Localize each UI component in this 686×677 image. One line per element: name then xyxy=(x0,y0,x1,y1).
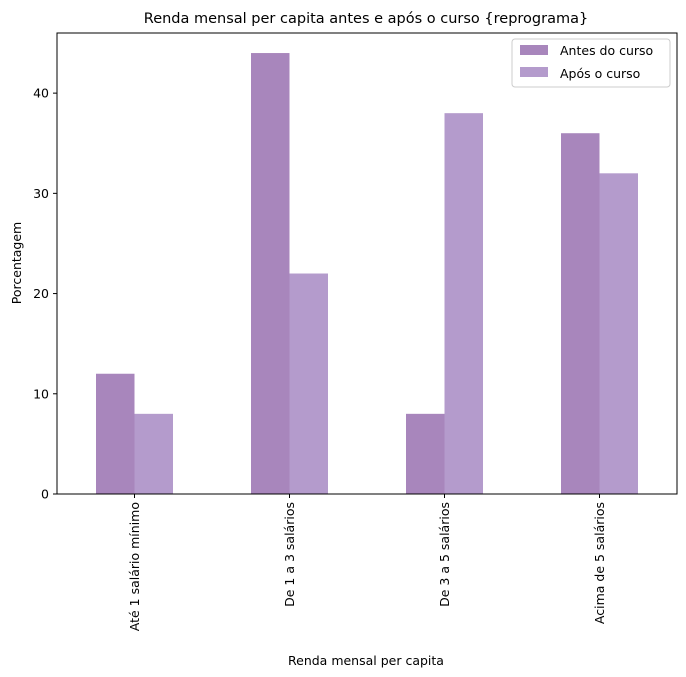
bars-group xyxy=(96,53,638,494)
legend-box xyxy=(511,38,671,88)
x-tick-label: Acima de 5 salários xyxy=(592,502,607,624)
chart-title: Renda mensal per capita antes e após o c… xyxy=(144,11,588,27)
legend-label-antes: Antes do curso xyxy=(560,43,653,58)
x-tick-label: De 3 a 5 salários xyxy=(437,502,452,607)
bar-apos-2 xyxy=(444,113,483,494)
bar-antes-0 xyxy=(96,373,135,494)
bar-apos-1 xyxy=(289,273,328,494)
legend: Antes do curso Após o curso xyxy=(511,38,671,88)
bar-apos-0 xyxy=(134,413,173,494)
y-tick-label: 0 xyxy=(41,487,49,502)
bar-antes-2 xyxy=(406,413,445,494)
legend-swatch-antes xyxy=(520,45,548,55)
y-tick-label: 20 xyxy=(33,286,49,301)
y-tick-label: 40 xyxy=(33,86,49,101)
y-tick-label: 10 xyxy=(33,386,49,401)
legend-swatch-apos xyxy=(520,67,548,77)
bar-antes-3 xyxy=(561,133,600,494)
bar-apos-3 xyxy=(599,173,638,494)
x-tick-label: Até 1 salário mínimo xyxy=(127,502,142,631)
x-axis: Até 1 salário mínimo De 1 a 3 salários De … xyxy=(127,494,607,631)
y-axis: 0 10 20 30 40 xyxy=(33,86,57,502)
legend-label-apos: Após o curso xyxy=(560,66,640,81)
y-tick-label: 30 xyxy=(33,186,49,201)
plot-frame xyxy=(56,32,678,495)
x-axis-label: Renda mensal per capita xyxy=(288,653,444,668)
bar-antes-1 xyxy=(251,53,290,494)
x-tick-label: De 1 a 3 salários xyxy=(282,502,297,607)
y-axis-label: Porcentagem xyxy=(9,222,24,304)
